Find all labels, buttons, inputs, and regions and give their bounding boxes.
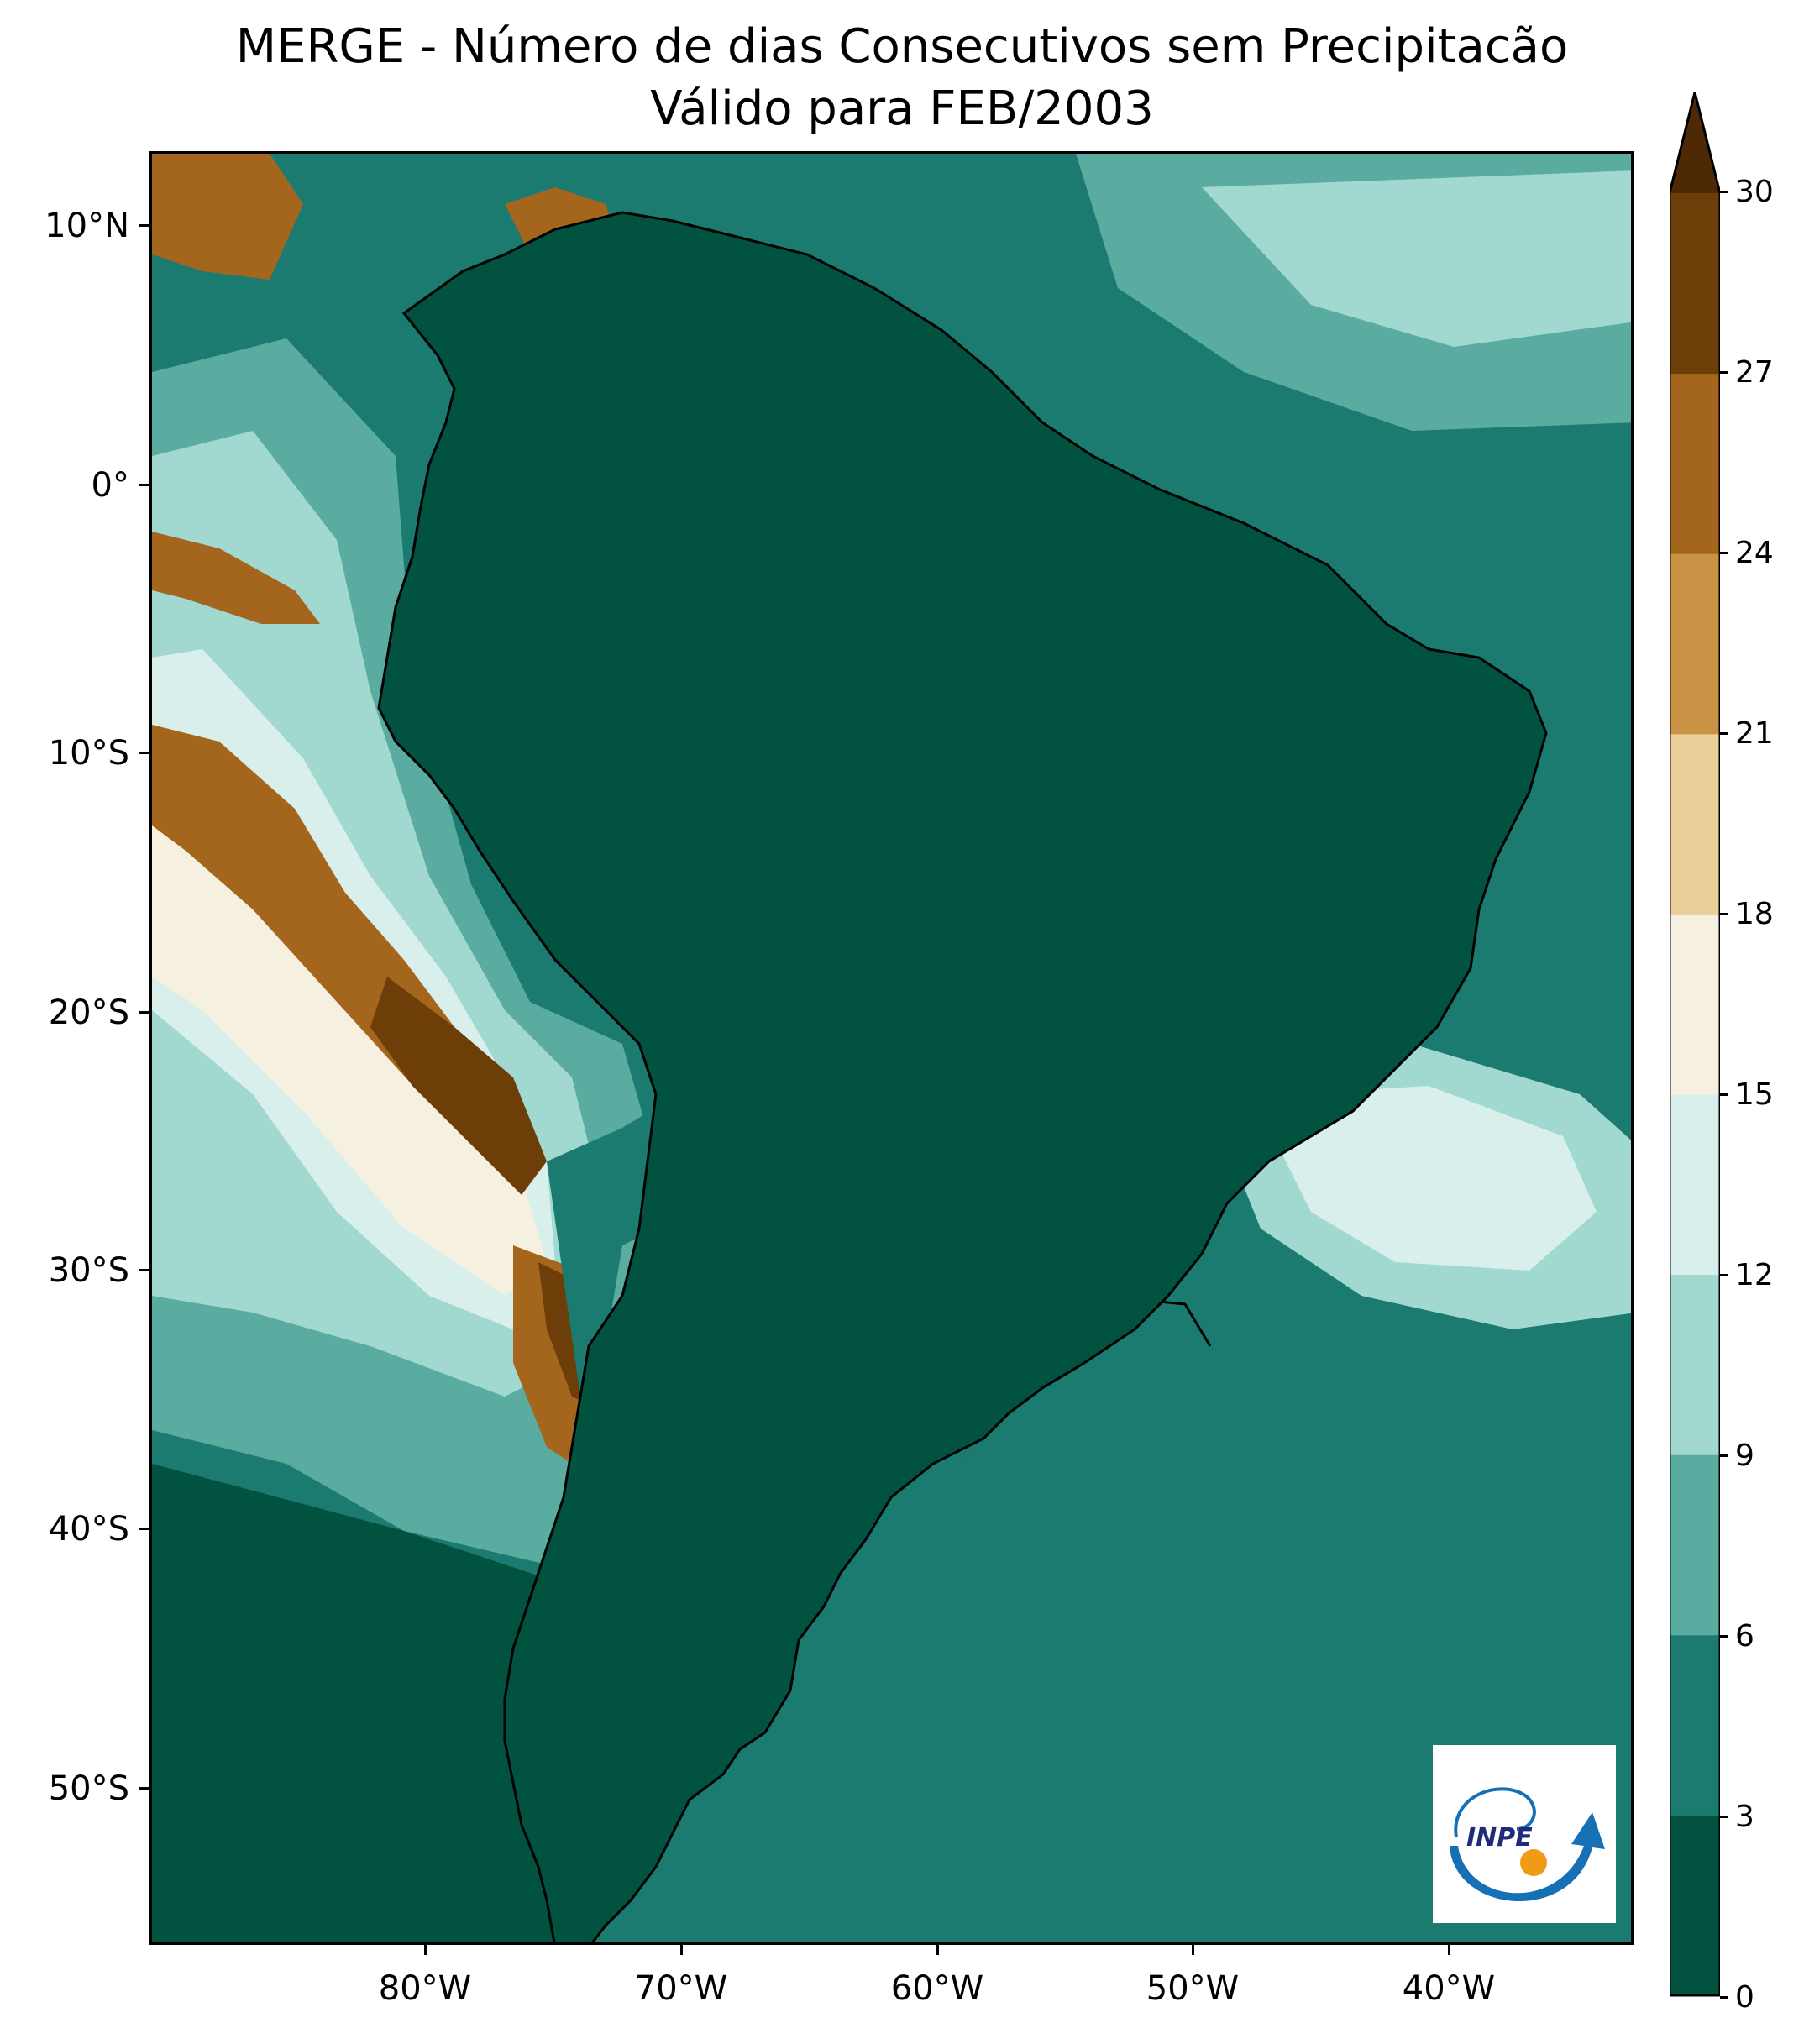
southern-pacific-dark: [152, 1464, 555, 1942]
colorbar-segment: [1670, 1094, 1720, 1276]
colorbar: [1670, 92, 1720, 1997]
lat-label-20s: 20°S: [48, 993, 129, 1032]
colorbar-label-0: 0: [1735, 1980, 1754, 2015]
colorbar-label-27: 27: [1735, 355, 1774, 390]
colorbar-segment: [1670, 1815, 1720, 1996]
lat-label-10s: 10°S: [48, 734, 129, 773]
colorbar-tick: [1720, 1093, 1728, 1096]
lon-tick: [424, 1945, 427, 1955]
colorbar-tick: [1720, 1454, 1728, 1457]
lat-tick: [139, 484, 149, 486]
nw-dry-patch: [152, 154, 303, 280]
colorbar-tick: [1720, 913, 1728, 915]
colorbar-segment: [1670, 1274, 1720, 1455]
equator-dry-patch: [152, 532, 320, 624]
colorbar-label-9: 9: [1735, 1439, 1754, 1473]
colorbar-outline: [1670, 92, 1720, 1997]
lon-tick: [1192, 1945, 1194, 1955]
colorbar-label-6: 6: [1735, 1619, 1754, 1654]
precipitation-map: [152, 154, 1631, 1942]
colorbar-extend-arrow: [1670, 92, 1720, 193]
lon-label-60w: 60°W: [890, 1969, 984, 2008]
lat-label-0: 0°: [91, 466, 129, 505]
colorbar-segment: [1670, 1634, 1720, 1816]
colorbar-tick: [1720, 732, 1728, 735]
colorbar-segment: [1670, 914, 1720, 1095]
colorbar-tick: [1720, 1996, 1728, 1999]
lat-tick: [139, 752, 149, 754]
pacific-dry-dark: [370, 977, 547, 1195]
lon-label-40w: 40°W: [1402, 1969, 1496, 2008]
colorbar-tick: [1720, 191, 1728, 193]
colorbar-tick: [1720, 1635, 1728, 1638]
colorbar-tick: [1720, 552, 1728, 554]
colorbar-label-15: 15: [1735, 1077, 1774, 1112]
inpe-orbit-icon: [1454, 1787, 1536, 1838]
lon-label-50w: 50°W: [1146, 1969, 1240, 2008]
colorbar-label-24: 24: [1735, 536, 1774, 570]
lat-tick: [139, 224, 149, 227]
inpe-sun-icon: [1520, 1849, 1547, 1876]
colorbar-label-3: 3: [1735, 1800, 1754, 1834]
colorbar-segment: [1670, 553, 1720, 735]
lon-label-70w: 70°W: [634, 1969, 728, 2008]
lon-tick: [1448, 1945, 1450, 1955]
colorbar-segment: [1670, 733, 1720, 915]
lat-label-10n: 10°N: [45, 207, 129, 245]
colorbar-tick: [1720, 1274, 1728, 1276]
colorbar-segment: [1670, 373, 1720, 554]
colorbar-label-30: 30: [1735, 175, 1774, 209]
lat-label-30s: 30°S: [48, 1251, 129, 1290]
lon-tick: [680, 1945, 683, 1955]
inpe-logo-text: INPE: [1466, 1823, 1533, 1853]
lon-label-80w: 80°W: [378, 1969, 472, 2008]
colorbar-tick: [1720, 371, 1728, 374]
inpe-arrow-icon: [1450, 1812, 1605, 1902]
lon-tick: [936, 1945, 939, 1955]
map-title: MERGE - Número de dias Consecutivos sem …: [235, 19, 1569, 74]
lat-label-40s: 40°S: [48, 1510, 129, 1549]
lat-tick: [139, 1528, 149, 1530]
lat-tick: [139, 1787, 149, 1790]
colorbar-tick: [1720, 1816, 1728, 1818]
atlantic-field-pale: [1277, 1086, 1597, 1271]
map-panel: [149, 151, 1634, 1945]
map-subtitle: Válido para FEB/2003: [650, 81, 1154, 136]
lat-tick: [139, 1269, 149, 1271]
colorbar-segment: [1670, 193, 1720, 375]
north-atlantic-light: [1202, 170, 1631, 347]
colorbar-label-21: 21: [1735, 716, 1774, 751]
colorbar-label-18: 18: [1735, 897, 1774, 931]
colorbar-label-12: 12: [1735, 1258, 1774, 1292]
inpe-logo-graphic: INPE: [1450, 1787, 1605, 1902]
colorbar-segment: [1670, 1454, 1720, 1636]
lat-tick: [139, 1011, 149, 1014]
inpe-logo: INPE: [1433, 1745, 1616, 1923]
lat-label-50s: 50°S: [48, 1769, 129, 1808]
colorbar-segments: [1670, 193, 1720, 1996]
